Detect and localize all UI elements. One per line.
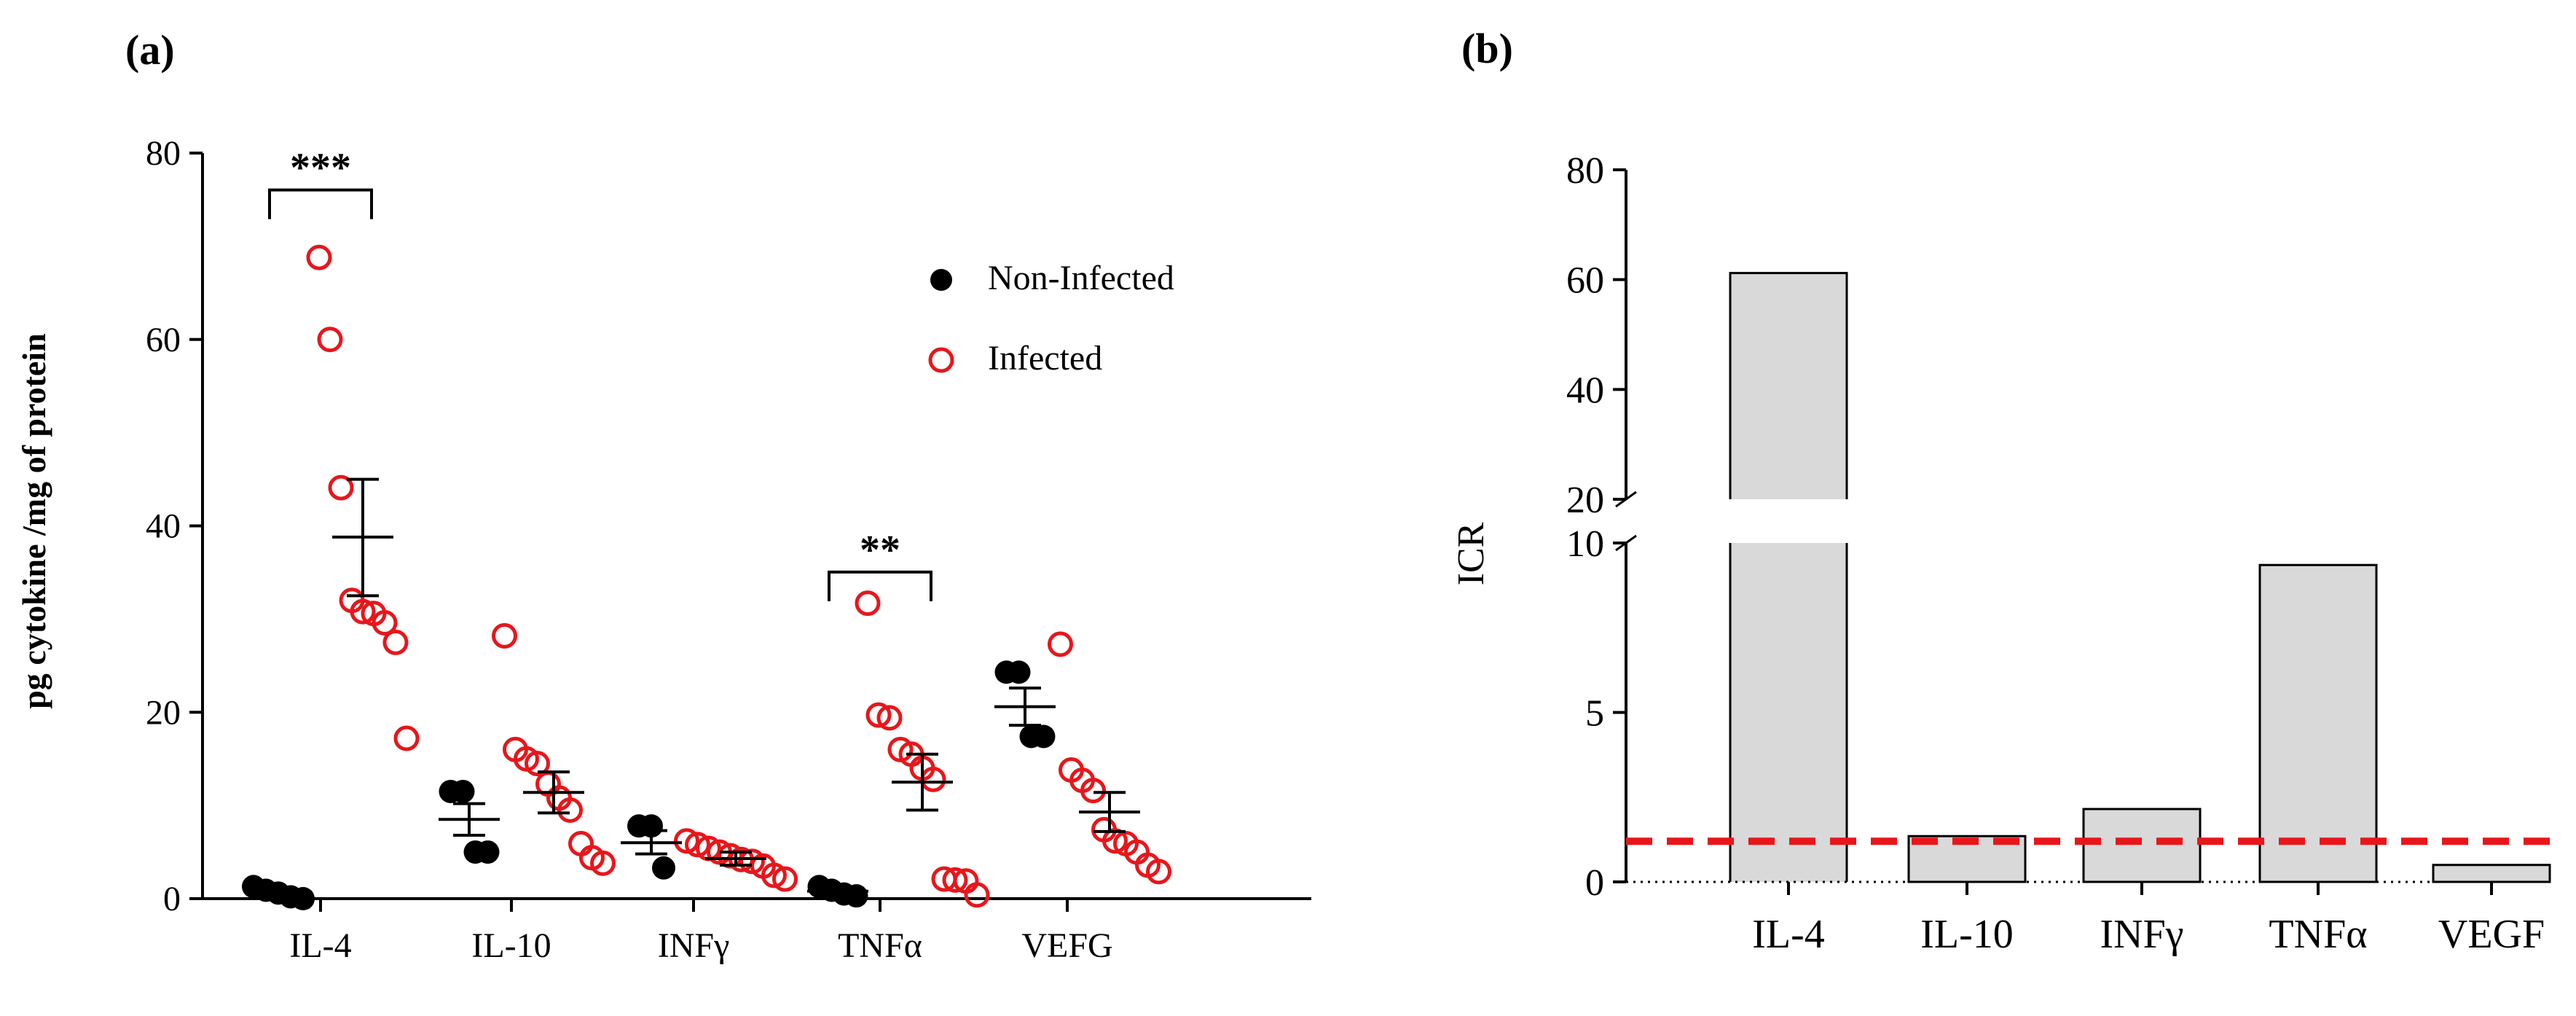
bar-edges-upper-il-4 bbox=[1729, 272, 1848, 499]
panel-a-mean-sem-bars bbox=[248, 477, 1140, 898]
panel-b-y-tick-label: 5 bbox=[1585, 693, 1604, 735]
significance-stars-il-4: *** bbox=[290, 146, 351, 191]
significance-stars-tnf: ** bbox=[860, 528, 900, 573]
panel-a-y-tick-label: 60 bbox=[146, 321, 181, 359]
panel-a-x-tick-label-inf: INFγ bbox=[658, 926, 730, 965]
panel-a-legend: Non-Infected Infected bbox=[928, 259, 1174, 378]
point-infected-tnf bbox=[855, 590, 881, 617]
point-infected-il-10 bbox=[492, 622, 517, 649]
panel-b-y-axis-label: ICR bbox=[1450, 522, 1492, 585]
panel-b-y-tick-label: 40 bbox=[1566, 370, 1604, 411]
point-infected-inf bbox=[761, 862, 787, 888]
panel-a-x-ticks: IL-4 IL-10 INFγ TNFα VEFG bbox=[289, 899, 1113, 965]
panel-b-x-ticks: IL-4 IL-10 INFγ TNFα VEGF bbox=[1752, 882, 2545, 957]
significance-bracket-il-4 bbox=[268, 188, 373, 219]
panel-b-y-tick-label: 60 bbox=[1566, 260, 1604, 302]
panel-a-scatter-chart: (a) pg cytokine /mg of protein 0 20 40 60 80… bbox=[15, 26, 1311, 965]
legend-non-infected-marker bbox=[930, 269, 952, 291]
panel-a-y-axis-label: pg cytokine /mg of protein bbox=[15, 333, 52, 708]
point-infected-tnf bbox=[942, 867, 968, 893]
point-infected-il-4 bbox=[382, 629, 409, 655]
point-non-infected-vefg bbox=[1007, 660, 1031, 684]
point-infected-inf bbox=[674, 828, 699, 854]
panel-a-significance: ***** bbox=[268, 146, 932, 601]
point-infected-il-10 bbox=[525, 751, 550, 777]
bar-tnf bbox=[2258, 563, 2378, 883]
point-non-infected-inf bbox=[652, 856, 675, 880]
panel-b-y-tick-label: 0 bbox=[1585, 862, 1604, 904]
point-infected-il-4 bbox=[393, 725, 420, 751]
point-non-infected-vefg bbox=[1032, 724, 1056, 749]
panel-a-y-ticks: 0 20 40 60 80 bbox=[146, 134, 203, 918]
point-infected-tnf bbox=[876, 705, 903, 731]
panel-a-label: (a) bbox=[125, 26, 175, 74]
point-infected-vefg bbox=[1102, 828, 1128, 854]
point-infected-vefg bbox=[1080, 778, 1106, 804]
panel-a-x-tick-label-vefg: VEFG bbox=[1021, 926, 1112, 965]
point-infected-inf bbox=[772, 866, 798, 892]
bar-inf bbox=[2082, 808, 2202, 883]
panel-b-x-tick-label-inf: INFγ bbox=[2100, 912, 2184, 957]
panel-a-y-tick-label: 40 bbox=[146, 507, 181, 546]
point-infected-il-4 bbox=[306, 244, 332, 270]
point-infected-il-4 bbox=[317, 327, 343, 353]
point-infected-il-10 bbox=[590, 850, 616, 876]
panel-b-label: (b) bbox=[1461, 25, 1513, 72]
panel-b-y-tick-label: 80 bbox=[1566, 150, 1604, 192]
point-infected-vefg bbox=[1146, 859, 1171, 885]
panel-b-x-tick-label-il-4: IL-4 bbox=[1752, 912, 1825, 957]
point-non-infected-tnf bbox=[844, 884, 868, 908]
panel-b-y-tick-label: 10 bbox=[1566, 523, 1604, 565]
point-infected-tnf bbox=[964, 882, 990, 908]
point-infected-il-10 bbox=[557, 797, 583, 824]
panel-b-y-tick-label: 20 bbox=[1566, 480, 1604, 521]
panel-b-x-tick-label-tnf: TNFα bbox=[2269, 912, 2367, 957]
panel-a-y-tick-label: 80 bbox=[146, 134, 181, 173]
point-non-infected-il-10 bbox=[476, 840, 500, 864]
point-infected-inf bbox=[685, 832, 710, 858]
point-infected-tnf bbox=[865, 702, 892, 728]
panel-b-x-tick-label-il-10: IL-10 bbox=[1920, 912, 2014, 957]
panel-b-x-tick-label-vegf: VEGF bbox=[2438, 912, 2545, 957]
point-infected-il-4 bbox=[328, 474, 354, 501]
panel-a-x-tick-label-il-10: IL-10 bbox=[471, 926, 551, 965]
bar-vegf bbox=[2432, 864, 2551, 883]
point-infected-il-4 bbox=[350, 598, 376, 625]
bar-upper-il-4 bbox=[1730, 273, 1847, 499]
panel-a-x-tick-label-tnf: TNFα bbox=[838, 926, 922, 965]
panel-a-x-tick-label-il-4: IL-4 bbox=[289, 926, 351, 965]
legend-infected-marker bbox=[928, 347, 954, 373]
panel-a-y-tick-label: 0 bbox=[163, 880, 181, 918]
point-infected-il-4 bbox=[372, 609, 398, 636]
significance-bracket-tnf bbox=[828, 570, 932, 601]
point-non-infected-il-4 bbox=[291, 887, 315, 910]
bar-edges-lower-il-4 bbox=[1729, 543, 1848, 882]
panel-b-bars bbox=[1729, 272, 2551, 883]
legend-infected-label: Infected bbox=[988, 339, 1102, 378]
point-non-infected-il-10 bbox=[451, 779, 475, 803]
panel-a-y-tick-label: 20 bbox=[146, 693, 181, 732]
point-infected-vefg bbox=[1048, 631, 1073, 657]
legend-non-infected-label: Non-Infected bbox=[988, 259, 1174, 297]
bar-lower-il-4 bbox=[1730, 543, 1847, 882]
